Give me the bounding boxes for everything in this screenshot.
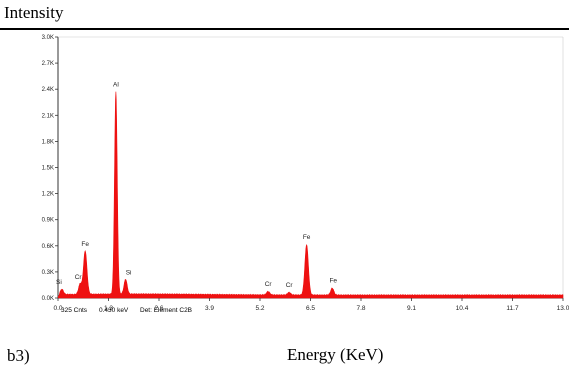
x-tick-label: 1.3 [104, 305, 113, 312]
peak-label-cr: Cr [75, 274, 83, 281]
peak-label-fe: Fe [329, 277, 337, 284]
y-tick-label: 0.3K [42, 270, 54, 276]
x-tick-label: 9.1 [407, 305, 416, 312]
peak-label-si: Si [56, 279, 62, 286]
y-tick-label: 1.5K [42, 166, 54, 172]
x-tick-label: 6.5 [306, 305, 315, 312]
y-tick-label: 1.8K [42, 139, 54, 145]
peak-label-fe: Fe [303, 234, 311, 241]
x-tick-label: 5.2 [255, 305, 264, 312]
peak-label-cr: Cr [265, 281, 273, 288]
top-rule [0, 28, 569, 30]
x-axis-title: Energy (KeV) [287, 345, 384, 364]
x-tick-label: 7.8 [356, 305, 365, 312]
y-tick-label: 2.4K [42, 87, 54, 93]
x-tick-label: 2.6 [154, 305, 163, 312]
y-tick-label: 0.6K [42, 244, 54, 250]
y-tick-label: 3.0K [42, 35, 54, 41]
x-tick-label: 0.0 [53, 305, 62, 312]
peak-label-al: Al [113, 82, 119, 89]
y-tick-label: 1.2K [42, 192, 54, 198]
eds-spectrum-panel: 0.0K 0.3K 0.6K 0.9K 1.2K 1.5K 1.8K 2.1K 2.4K 2.7K… [4, 30, 569, 330]
eds-spectrum-chart: 0.0K 0.3K 0.6K 0.9K 1.2K 1.5K 1.8K 2.1K 2.4K 2.7K… [42, 35, 569, 314]
spectrum-area [57, 91, 564, 299]
footer-cursor-energy: 0.430 keV [99, 307, 129, 314]
panel-label: b3) [7, 346, 30, 365]
peak-label-cr: Cr [286, 282, 294, 289]
x-tick-label: 13.0 [557, 305, 569, 312]
y-tick-label: 0.9K [42, 218, 54, 224]
peak-label-fe: Fe [81, 241, 89, 248]
y-axis-title: Intensity [4, 3, 64, 22]
x-tick-label: 10.4 [456, 305, 469, 312]
y-tick-label: 0.0K [42, 296, 54, 302]
footer-counts: 325 Cnts [61, 307, 88, 314]
x-tick-label: 3.9 [205, 305, 214, 312]
x-tick-label: 11.7 [506, 305, 519, 312]
peak-label-si: Si [126, 270, 132, 277]
y-tick-label: 2.7K [42, 61, 54, 67]
footer-detector: Det: Element C2B [140, 307, 192, 314]
y-tick-label: 2.1K [42, 113, 54, 119]
